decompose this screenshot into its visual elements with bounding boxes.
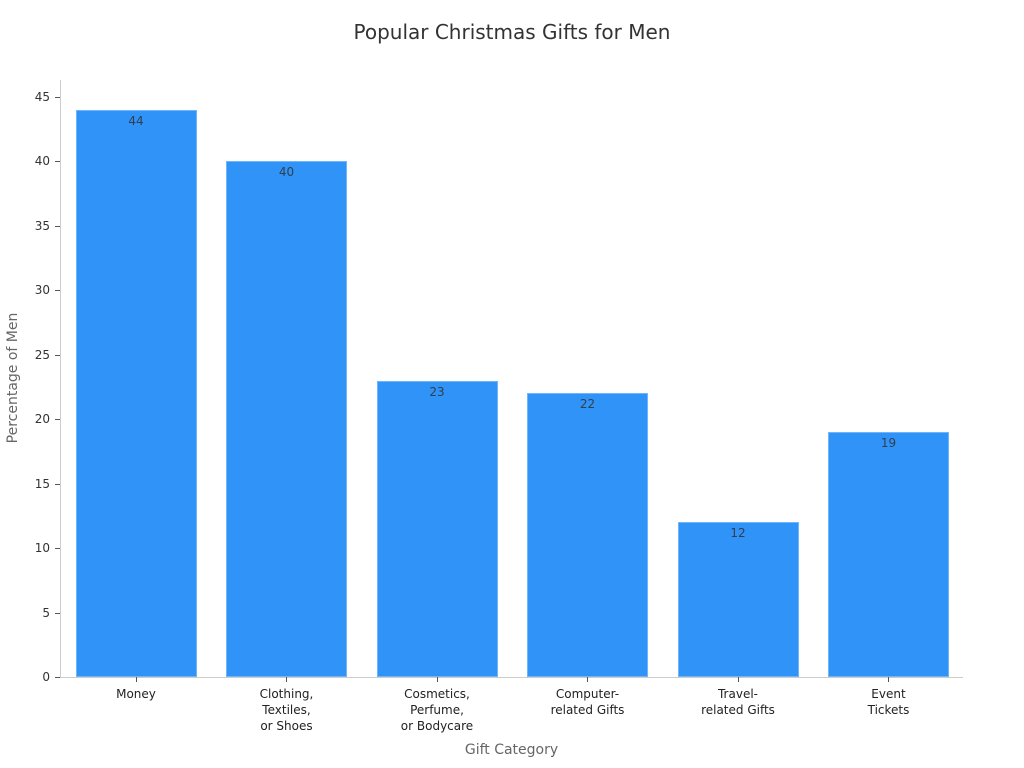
- x-tick: Money: [56, 677, 216, 702]
- y-tick: 20: [0, 412, 60, 433]
- y-tick: 40: [0, 154, 60, 175]
- x-tick: Travel- related Gifts: [658, 677, 818, 718]
- y-axis-label: Percentage of Men: [5, 312, 21, 444]
- y-tick: 0: [0, 670, 60, 691]
- bar-money[interactable]: 44: [75, 109, 197, 677]
- y-tick: 45: [0, 90, 60, 111]
- y-tick: 5: [0, 606, 60, 627]
- bar-value-label: 22: [579, 397, 596, 412]
- y-tick: 10: [0, 541, 60, 562]
- bar-value-label: 12: [730, 526, 746, 541]
- y-axis-line: [60, 80, 61, 678]
- bar-value-label: 19: [880, 436, 897, 451]
- x-tick: Clothing, Textiles, or Shoes: [207, 677, 367, 734]
- x-tick: Event Tickets: [809, 677, 969, 718]
- y-tick: 35: [0, 219, 60, 240]
- chart-title: Popular Christmas Gifts for Men: [353, 20, 671, 44]
- x-tick: Computer- related Gifts: [508, 677, 668, 718]
- bar-computer[interactable]: 22: [527, 393, 648, 677]
- bar-event-tickets[interactable]: 19: [828, 432, 949, 677]
- y-tick: 15: [0, 477, 60, 498]
- bar-value-label: 40: [278, 165, 295, 180]
- bar-cosmetics[interactable]: 23: [376, 380, 498, 677]
- y-tick: 30: [0, 283, 60, 304]
- bar-value-label: 23: [429, 384, 445, 399]
- bar-travel[interactable]: 12: [677, 522, 799, 677]
- bar-clothing[interactable]: 40: [226, 161, 347, 677]
- x-tick: Cosmetics, Perfume, or Bodycare: [357, 677, 517, 734]
- x-axis-line: [60, 677, 963, 678]
- y-tick: 25: [0, 348, 60, 369]
- bar-value-label: 44: [128, 113, 144, 128]
- x-axis-label: Gift Category: [464, 742, 559, 758]
